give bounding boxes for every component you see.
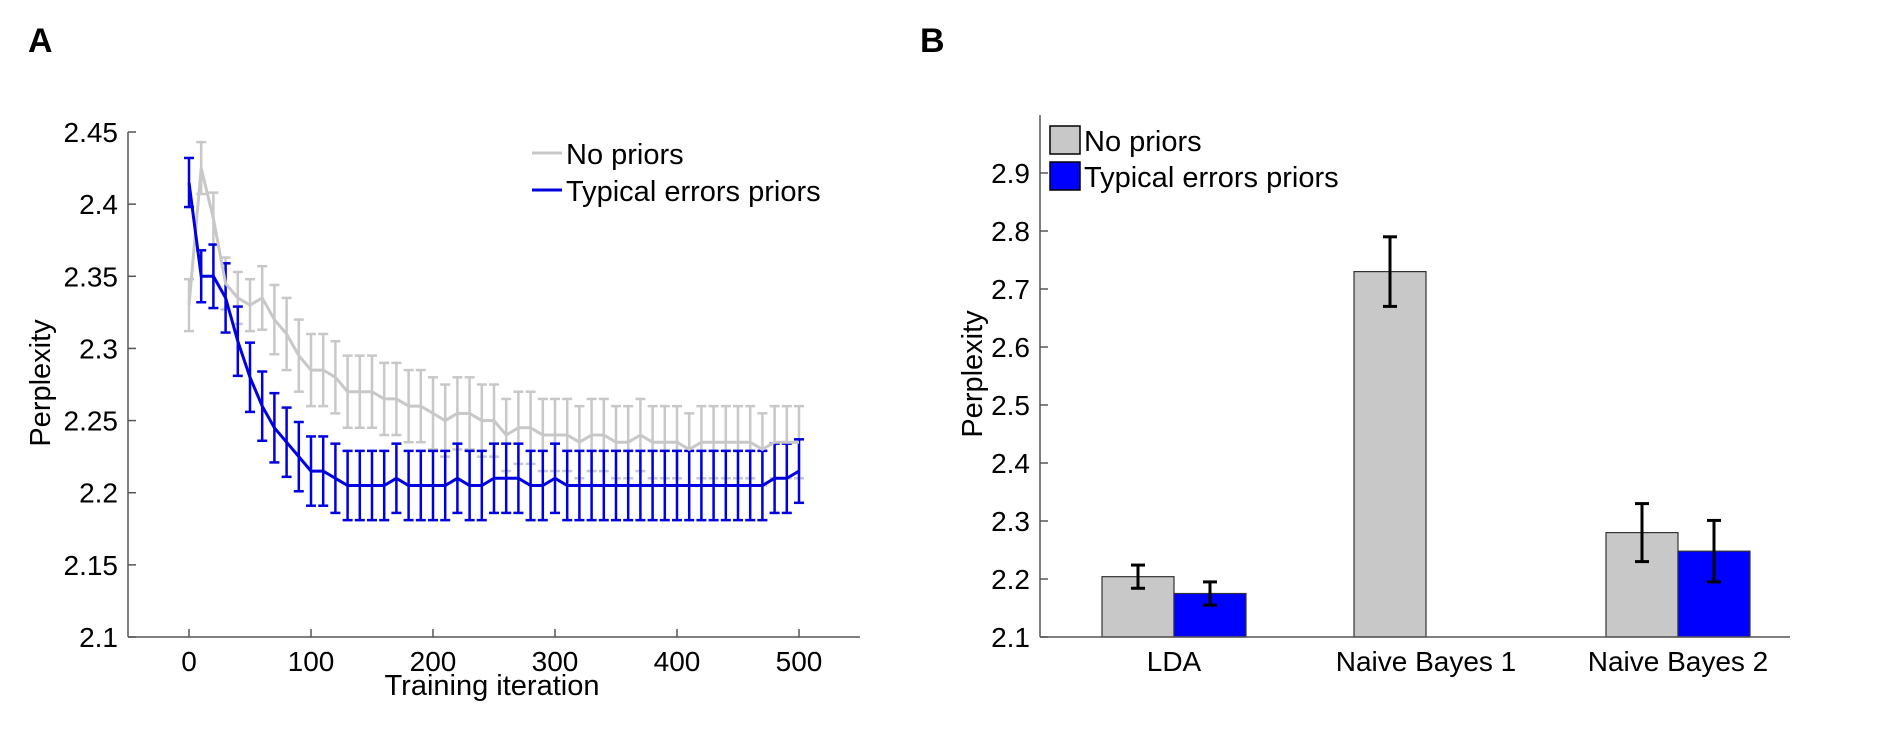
y-tick-label: 2.2: [79, 478, 118, 509]
x-category-label: LDA: [1147, 646, 1202, 677]
legend-swatch-no-priors: [1049, 125, 1081, 155]
y-tick-label: 2.45: [64, 117, 119, 148]
y-tick-label: 2.5: [991, 390, 1030, 421]
legend-swatch-typical-errors-priors: [1049, 161, 1081, 191]
panel-b-y-axis-label: Perplexity: [957, 310, 989, 438]
y-tick-label: 2.1: [991, 622, 1030, 653]
y-tick-label: 2.3: [991, 506, 1030, 537]
series-line-typical-errors-priors: [187, 182, 800, 487]
y-tick-label: 2.4: [79, 189, 118, 220]
panel-b-letter: B: [920, 22, 945, 60]
panel-a-letter: A: [28, 22, 53, 60]
panel-a-y-axis-label: Perplexity: [25, 319, 57, 447]
panel-a-x-ticks: 0 100 200 300 400 500: [181, 629, 822, 677]
panel-a-legend: No priors Typical errors priors: [532, 139, 821, 208]
panel-a-axes: [127, 132, 860, 638]
y-tick-label: 2.2: [991, 564, 1030, 595]
legend-label-typical-errors-priors: Typical errors priors: [566, 176, 821, 208]
x-category-label: Naive Bayes 1: [1336, 646, 1517, 677]
x-tick-label: 300: [532, 646, 579, 677]
y-tick-label: 2.8: [991, 216, 1030, 247]
panel-b-errorbars: [1131, 235, 1721, 607]
y-tick-label: 2.35: [64, 261, 119, 292]
bar-no-priors: [1353, 271, 1427, 638]
y-tick-label: 2.6: [991, 332, 1030, 363]
series-line-no-priors: [187, 167, 799, 452]
panel-b: B LDA Naive Bayes 1 Naive Bayes 2 2.12.22.…: [920, 22, 1790, 677]
y-tick-label: 2.15: [64, 550, 119, 581]
y-tick-label: 2.9: [991, 158, 1030, 189]
x-category-label: Naive Bayes 2: [1588, 646, 1769, 677]
legend-label-no-priors: No priors: [566, 139, 684, 171]
panel-a: A 0 100 200 300 400 500 2.1 2.15 2.2 2.25 2.3 2.35…: [25, 22, 860, 702]
panel-b-x-ticks: LDA Naive Bayes 1 Naive Bayes 2: [1147, 646, 1769, 677]
y-tick-label: 2.25: [64, 406, 119, 437]
legend-label-no-priors-b: No priors: [1084, 126, 1202, 158]
y-tick-label: 2.3: [79, 333, 118, 364]
panel-b-bars: [1101, 271, 1751, 638]
panel-b-legend: No priors Typical errors priors: [1049, 125, 1339, 194]
panel-b-axes: [1039, 115, 1790, 638]
y-tick-label: 2.4: [991, 448, 1030, 479]
legend-label-typical-errors-priors-b: Typical errors priors: [1084, 162, 1339, 194]
panel-a-lines: [187, 167, 800, 487]
x-tick-label: 100: [288, 646, 335, 677]
x-tick-label: 200: [410, 646, 457, 677]
panel-a-x-axis-label: Training iteration: [385, 670, 600, 702]
panel-a-y-ticks: 2.1 2.15 2.2 2.25 2.3 2.35 2.4 2.45: [64, 117, 136, 653]
panel-b-y-ticks: 2.1 2.2 2.3 2.4 2.5 2.6 2.7 2.8 2.9: [991, 158, 1048, 653]
x-tick-label: 500: [776, 646, 823, 677]
y-tick-label: 2.7: [991, 274, 1030, 305]
y-tick-label: 2.1: [79, 622, 118, 653]
x-tick-label: 0: [181, 646, 197, 677]
x-tick-label: 400: [654, 646, 701, 677]
